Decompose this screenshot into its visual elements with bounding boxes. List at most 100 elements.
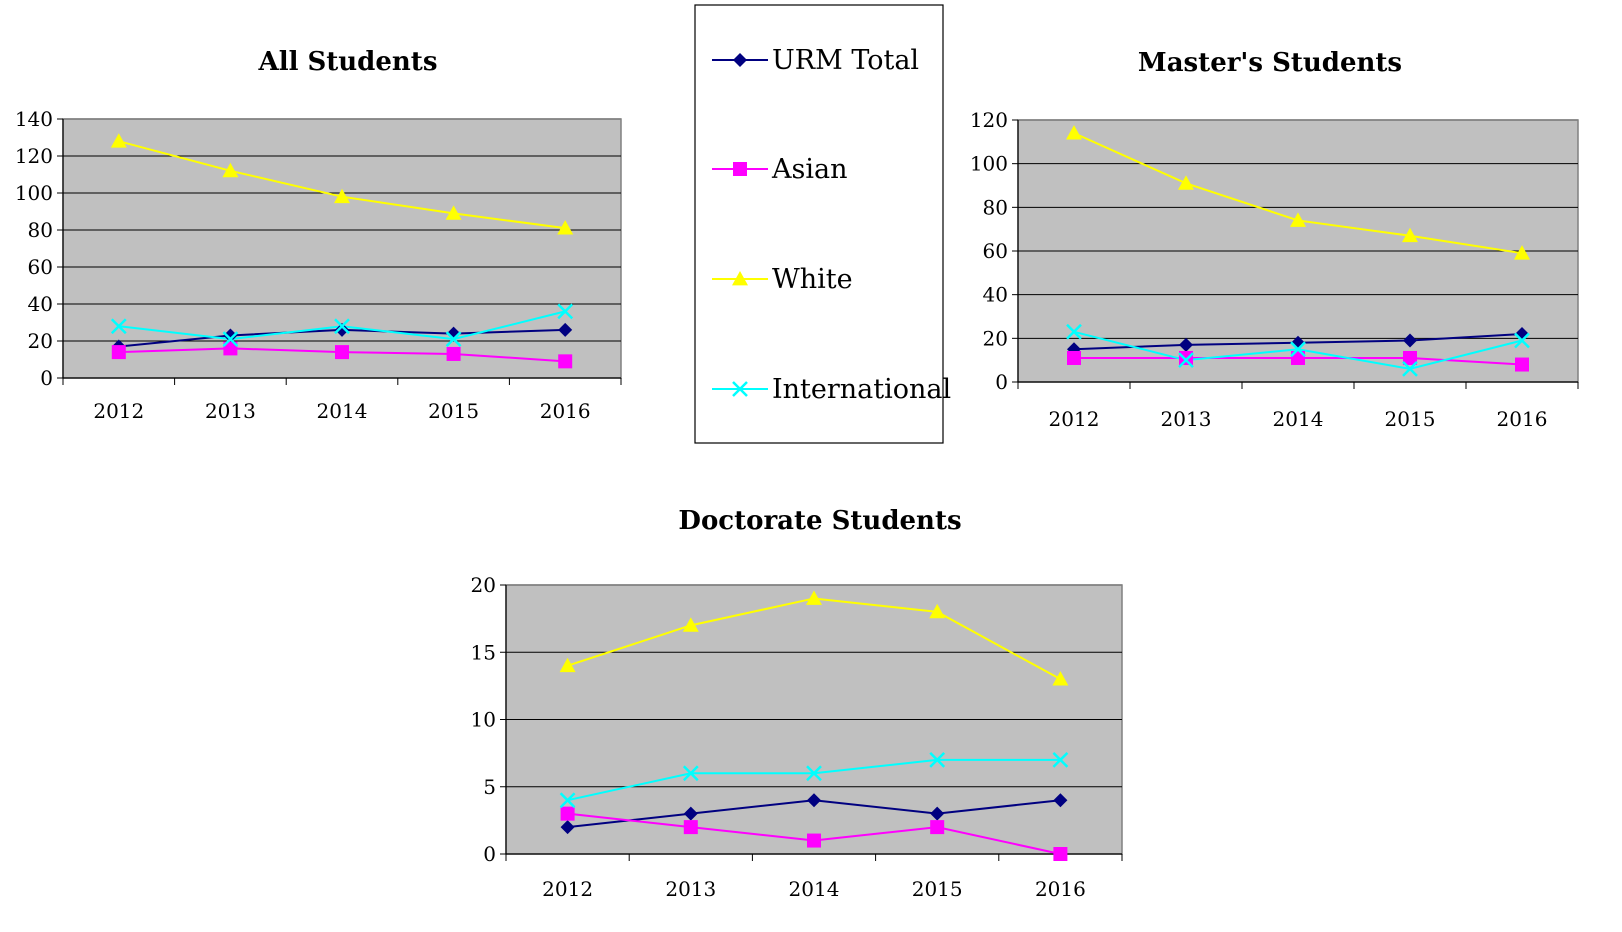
x-tick-label: 2015: [428, 399, 479, 423]
data-point-urm: [560, 820, 575, 835]
chart-title: Doctorate Students: [678, 506, 961, 536]
data-point-urm: [335, 322, 349, 337]
data-point-urm: [1403, 333, 1417, 348]
y-tick-label: 0: [483, 842, 496, 866]
x-tick-label: 2015: [1385, 407, 1436, 431]
x-tick-label: 2012: [93, 399, 144, 423]
legend-marker-urm: [733, 53, 747, 67]
legend-label-intl: International: [772, 374, 951, 405]
data-point-urm: [930, 806, 945, 821]
x-tick-label: 2014: [317, 399, 368, 423]
legend-label-asian: Asian: [771, 154, 847, 185]
data-point-white: [1066, 125, 1082, 140]
data-point-white: [222, 162, 239, 178]
data-point-urm: [223, 328, 238, 343]
y-tick-label: 0: [995, 370, 1008, 394]
data-point-white: [1052, 671, 1069, 686]
x-tick-label: 2013: [1161, 407, 1212, 431]
chart-1: All Students 0 20 40 60 80 100 120 140 2012 2013 20…: [15, 47, 622, 423]
y-tick-label: 80: [28, 218, 53, 242]
y-tick-label: 5: [483, 775, 496, 799]
data-point-intl: [557, 303, 574, 320]
y-tick-label: 60: [28, 255, 53, 279]
y-tick-label: 40: [28, 292, 53, 316]
data-point-asian: [560, 806, 575, 821]
x-tick-label: 2013: [205, 399, 256, 423]
y-tick-label: 0: [40, 366, 53, 390]
y-tick-label: 100: [15, 181, 53, 205]
legend-marker-intl: [732, 381, 748, 397]
data-point-urm: [558, 322, 573, 337]
data-point-intl: [1052, 751, 1069, 768]
chart-title: Master's Students: [1138, 48, 1402, 78]
y-tick-label: 120: [970, 108, 1008, 132]
data-point-white: [1402, 227, 1418, 243]
data-point-intl: [1066, 323, 1082, 340]
data-point-asian: [1053, 847, 1068, 861]
data-point-intl: [806, 765, 822, 782]
data-point-asian: [111, 345, 126, 360]
y-tick-label: 20: [983, 326, 1008, 350]
plot-area: [62, 118, 622, 379]
data-point-white: [445, 205, 462, 220]
chart-3: Doctorate Students 0 5 10 15 20 2012 2013 2014 20…: [471, 506, 1123, 901]
data-point-urm: [807, 793, 821, 808]
y-tick-label: 60: [983, 239, 1008, 263]
data-point-intl: [929, 751, 946, 768]
x-tick-label: 2016: [1497, 407, 1548, 431]
x-tick-label: 2012: [542, 877, 593, 901]
x-tick-label: 2016: [1035, 877, 1086, 901]
legend-box: [694, 4, 944, 444]
legend: URM Total Asian White International: [694, 4, 951, 444]
data-point-asian: [1515, 357, 1529, 372]
x-tick-label: 2014: [1273, 407, 1324, 431]
y-tick-label: 20: [28, 329, 53, 353]
x-tick-label: 2015: [912, 877, 963, 901]
data-point-intl: [1514, 332, 1530, 349]
data-point-asian: [1179, 350, 1193, 365]
data-point-intl: [559, 792, 576, 809]
data-point-asian: [335, 345, 349, 360]
data-point-intl: [445, 331, 462, 348]
data-point-intl: [1402, 361, 1418, 377]
data-point-asian: [807, 833, 821, 848]
data-point-asian: [446, 346, 461, 361]
y-tick-label: 40: [983, 283, 1008, 307]
data-point-white: [557, 220, 574, 235]
y-tick-label: 80: [983, 195, 1008, 219]
chart-2: Master's Students 0 20 40 60 80 100 120 2012 2013…: [970, 48, 1579, 431]
data-point-asian: [223, 341, 238, 356]
data-point-white: [682, 617, 699, 632]
data-point-intl: [682, 765, 699, 782]
data-point-intl: [222, 331, 239, 348]
data-point-white: [929, 603, 946, 619]
chart-title: All Students: [258, 47, 438, 77]
y-tick-label: 120: [15, 144, 53, 168]
data-point-asian: [683, 820, 698, 835]
data-point-intl: [1178, 352, 1194, 369]
y-tick-label: 100: [970, 152, 1008, 176]
data-point-asian: [930, 820, 945, 835]
legend-label-white: White: [772, 264, 853, 295]
data-point-white: [1178, 175, 1194, 190]
data-point-asian: [1067, 350, 1081, 365]
x-tick-label: 2013: [665, 877, 716, 901]
x-tick-label: 2016: [540, 399, 591, 423]
y-tick-label: 140: [15, 107, 53, 131]
data-point-white: [334, 188, 350, 204]
y-tick-label: 15: [471, 640, 496, 664]
legend-label-urm: URM Total: [772, 45, 919, 76]
y-tick-label: 20: [471, 573, 496, 597]
data-point-asian: [1403, 350, 1417, 365]
y-tick-label: 10: [471, 708, 496, 732]
data-point-white: [1514, 245, 1530, 260]
data-point-white: [806, 590, 822, 605]
x-tick-label: 2012: [1049, 407, 1100, 431]
x-tick-label: 2014: [789, 877, 840, 901]
legend-marker-asian: [733, 162, 747, 176]
data-point-urm: [1053, 793, 1068, 808]
data-point-asian: [558, 354, 573, 369]
data-point-white: [559, 657, 576, 673]
data-point-urm: [1179, 337, 1193, 352]
